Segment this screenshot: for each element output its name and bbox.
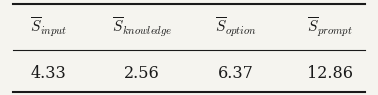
Text: 6.37: 6.37 xyxy=(218,65,254,82)
Text: 2.56: 2.56 xyxy=(124,65,160,82)
Text: $\overline{S}_{knowledge}$: $\overline{S}_{knowledge}$ xyxy=(112,16,172,39)
Text: $\overline{S}_{input}$: $\overline{S}_{input}$ xyxy=(30,16,67,39)
Text: 4.33: 4.33 xyxy=(30,65,66,82)
Text: 12.86: 12.86 xyxy=(307,65,353,82)
Text: $\overline{S}_{option}$: $\overline{S}_{option}$ xyxy=(215,16,257,39)
Text: $\overline{S}_{prompt}$: $\overline{S}_{prompt}$ xyxy=(307,16,353,39)
